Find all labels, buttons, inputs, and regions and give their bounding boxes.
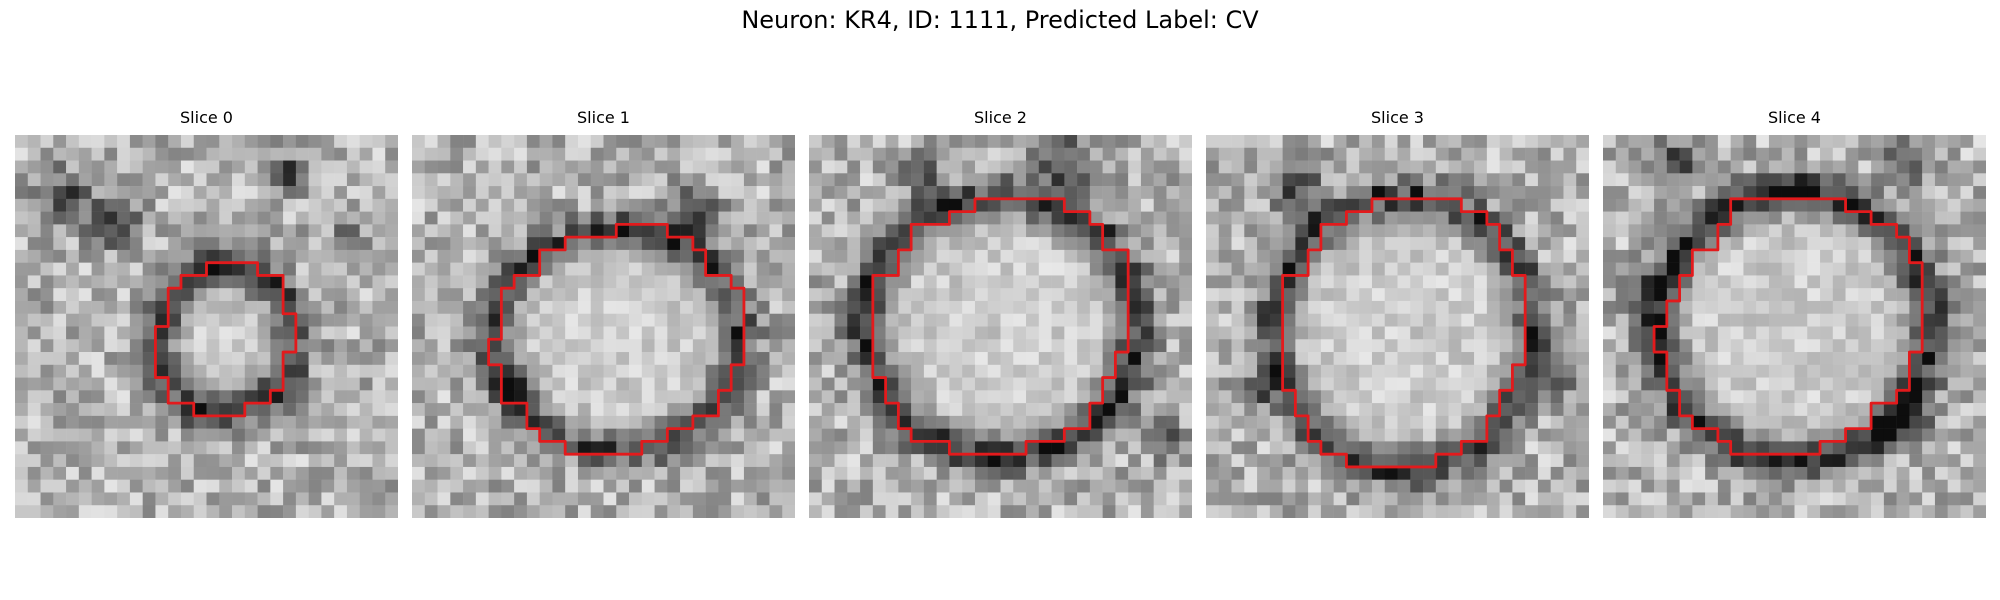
slice-title: Slice 1 — [577, 108, 630, 127]
slice-image — [1603, 135, 1986, 518]
pixel-grid — [412, 135, 795, 518]
slice-title: Slice 3 — [1371, 108, 1424, 127]
segmentation-contour — [1281, 197, 1527, 469]
slice-title: Slice 2 — [974, 108, 1027, 127]
pixel-grid — [1603, 135, 1986, 518]
slice-image — [15, 135, 398, 518]
slice-title: Slice 0 — [180, 108, 233, 127]
pixel-grid — [15, 135, 398, 518]
figure-title: Neuron: KR4, ID: 1111, Predicted Label: … — [741, 6, 1259, 34]
segmentation-contour — [871, 197, 1130, 456]
pixel-grid — [1206, 135, 1589, 518]
segmentation-contour — [487, 222, 746, 456]
slice-title: Slice 4 — [1768, 108, 1821, 127]
slice-image — [412, 135, 795, 518]
slice-image — [809, 135, 1192, 518]
segmentation-contour — [154, 261, 298, 418]
segmentation-contour — [1652, 197, 1924, 456]
slice-image — [1206, 135, 1589, 518]
pixel-grid — [809, 135, 1192, 518]
